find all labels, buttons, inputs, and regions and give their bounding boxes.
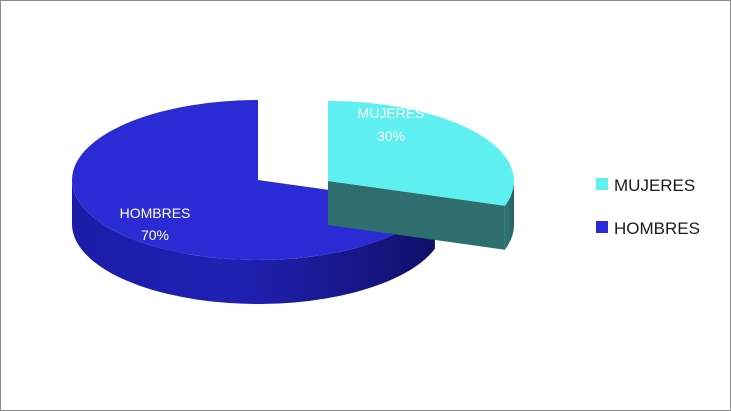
slice-mujeres <box>328 101 514 250</box>
data-label-mujeres-category: MUJERES <box>358 105 425 121</box>
data-label-hombres-category: HOMBRES <box>120 205 191 221</box>
slice-hombres-side <box>72 180 435 304</box>
slice-mujeres-cut-wall <box>328 181 505 250</box>
pie-slices: MUJERES 30% HOMBRES 70% <box>72 100 514 304</box>
legend-label-mujeres: MUJERES <box>614 176 695 195</box>
legend-swatch-hombres <box>596 221 608 233</box>
legend: MUJERES HOMBRES <box>596 176 700 238</box>
legend-label-hombres: HOMBRES <box>614 219 700 238</box>
data-label-hombres-percent: 70% <box>141 227 169 243</box>
legend-swatch-mujeres <box>596 178 608 190</box>
slice-mujeres-side <box>504 181 514 250</box>
slice-mujeres-top <box>328 101 514 206</box>
data-label-mujeres-percent: 30% <box>377 128 405 144</box>
